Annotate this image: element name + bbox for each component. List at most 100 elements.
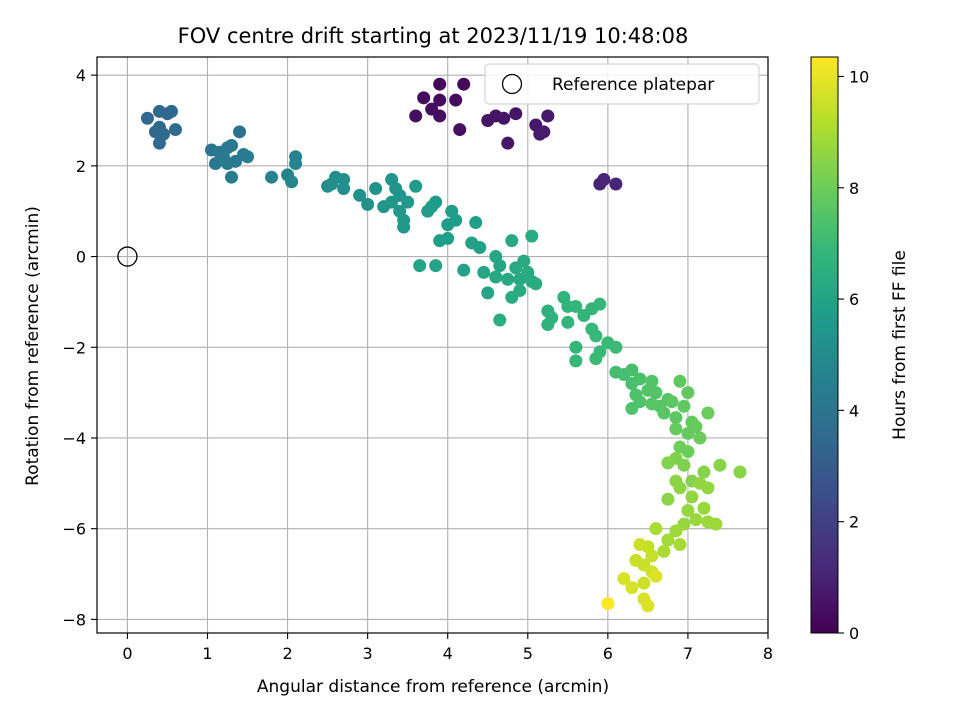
data-point — [265, 170, 279, 184]
y-tick-label: −4 — [62, 429, 86, 448]
data-point — [449, 93, 463, 107]
y-tick-label: −8 — [62, 610, 86, 629]
data-point — [501, 136, 515, 150]
data-point — [289, 150, 303, 164]
data-point — [681, 445, 695, 459]
x-tick-label: 0 — [122, 644, 132, 663]
data-point — [657, 406, 671, 420]
data-point — [625, 581, 639, 595]
data-point — [541, 318, 555, 332]
data-point — [477, 265, 491, 279]
reference-platepar-marker — [117, 246, 138, 267]
data-point — [509, 107, 523, 121]
data-point — [493, 259, 507, 273]
data-point — [513, 284, 527, 298]
data-point — [385, 195, 399, 209]
legend-label-reference: Reference platepar — [552, 75, 714, 95]
data-point — [617, 572, 631, 586]
legend: Reference platepar — [484, 63, 760, 105]
data-point — [561, 315, 575, 329]
data-point — [429, 259, 443, 273]
data-point — [541, 109, 555, 123]
x-tick-label: 5 — [523, 644, 533, 663]
data-point — [733, 465, 747, 479]
data-point — [697, 501, 711, 515]
data-point — [497, 111, 511, 125]
data-point — [481, 286, 495, 300]
data-point — [401, 195, 415, 209]
data-point — [685, 490, 699, 504]
data-point — [661, 533, 675, 547]
y-tick-label: −2 — [62, 338, 86, 357]
data-point — [353, 188, 367, 202]
data-point — [701, 406, 715, 420]
colorbar-ticks: 0 2 4 6 8 10 — [838, 67, 869, 643]
legend-box — [484, 63, 760, 105]
data-point — [689, 420, 703, 434]
data-point — [225, 170, 239, 184]
colorbar-tick-label: 8 — [849, 179, 859, 198]
colorbar-tick-label: 2 — [849, 513, 859, 532]
x-axis-ticks: 0 1 2 3 4 5 6 7 8 — [122, 633, 773, 663]
colorbar: 0 2 4 6 8 10 Hours from first FF file — [810, 56, 910, 643]
data-point — [669, 422, 683, 436]
data-point — [629, 553, 643, 567]
data-point — [221, 157, 235, 171]
data-point — [589, 352, 603, 366]
data-point — [649, 386, 663, 400]
data-point — [337, 172, 351, 186]
y-axis-ticks: −8 −6 −4 −2 0 2 4 — [62, 66, 97, 629]
data-point — [701, 481, 715, 495]
x-tick-label: 1 — [202, 644, 212, 663]
data-point — [168, 123, 182, 137]
data-point — [469, 216, 483, 230]
data-point — [569, 340, 583, 354]
data-point — [633, 395, 647, 409]
data-point — [505, 234, 519, 248]
data-point — [661, 492, 675, 506]
data-point — [673, 481, 687, 495]
data-point — [597, 172, 611, 186]
colorbar-tick-label: 4 — [849, 401, 859, 420]
plot-frame — [96, 56, 769, 634]
y-tick-label: −6 — [62, 520, 86, 539]
data-point — [569, 354, 583, 368]
data-point — [233, 125, 247, 139]
data-point — [669, 411, 683, 425]
chart-title: FOV centre drift starting at 2023/11/19 … — [178, 24, 689, 48]
data-point — [425, 200, 439, 214]
data-point — [697, 465, 711, 479]
data-point — [593, 297, 607, 311]
data-point — [501, 272, 515, 286]
data-point — [241, 150, 255, 164]
colorbar-gradient — [810, 56, 839, 634]
data-point — [677, 399, 691, 413]
data-point — [493, 313, 507, 327]
data-point — [609, 340, 623, 354]
data-points — [117, 77, 747, 613]
data-point — [645, 549, 659, 563]
data-point — [589, 329, 603, 343]
data-point — [413, 259, 427, 273]
data-point — [569, 299, 583, 313]
data-point — [633, 372, 647, 386]
data-point — [457, 77, 471, 91]
data-point — [693, 431, 707, 445]
data-point — [645, 397, 659, 411]
x-axis-label: Angular distance from reference (arcmin) — [257, 677, 609, 697]
x-tick-label: 4 — [443, 644, 453, 663]
data-point — [649, 522, 663, 536]
data-point — [409, 179, 423, 193]
data-point — [673, 374, 687, 388]
y-tick-label: 2 — [76, 157, 86, 176]
data-point — [609, 177, 623, 191]
data-point — [433, 109, 447, 123]
data-point — [225, 138, 239, 152]
data-point — [337, 182, 351, 196]
y-axis-label: Rotation from reference (arcmin) — [23, 206, 43, 486]
data-point — [689, 513, 703, 527]
data-point — [457, 263, 471, 277]
x-tick-label: 6 — [603, 644, 613, 663]
colorbar-tick-label: 6 — [849, 290, 859, 309]
